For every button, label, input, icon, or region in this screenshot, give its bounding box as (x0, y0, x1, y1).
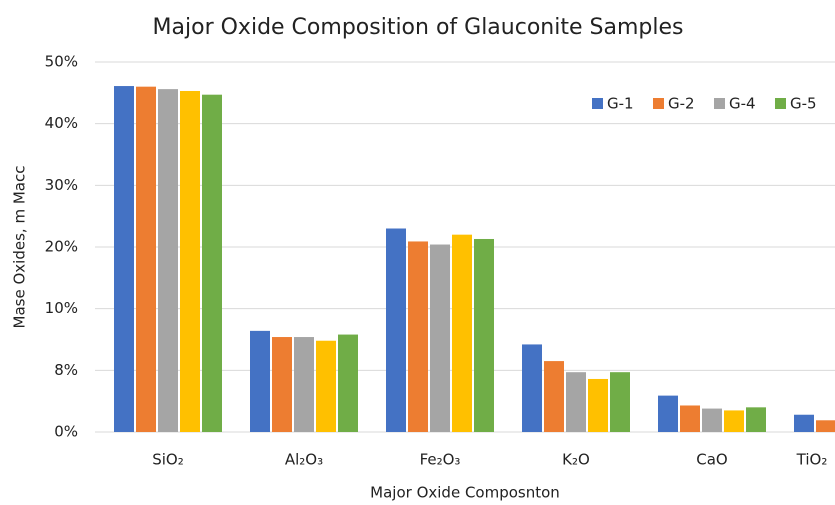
x-tick-label: TiO₂ (796, 451, 828, 469)
bar (180, 90, 200, 432)
legend-label: G-1 (607, 95, 634, 113)
bar (522, 344, 542, 432)
bar (250, 330, 270, 432)
bar (316, 340, 336, 432)
x-tick-label: SiO₂ (152, 451, 184, 469)
y-tick-label: 10% (45, 299, 78, 317)
legend-label: G-2 (668, 95, 695, 113)
x-tick-label: Al₂O₃ (285, 451, 323, 469)
y-tick-label: 40% (45, 114, 78, 132)
x-tick-label: K₂O (562, 451, 590, 469)
y-tick-label: 20% (45, 238, 78, 256)
bar (202, 94, 222, 432)
x-axis-label: Major Oxide Composnton (370, 484, 560, 502)
bar (386, 228, 406, 432)
bar (566, 372, 586, 432)
bar (544, 361, 564, 432)
bar (588, 378, 608, 432)
legend-swatch (714, 98, 725, 109)
bar (610, 372, 630, 432)
bar (136, 86, 156, 433)
bar (816, 420, 835, 432)
legend-swatch (775, 98, 786, 109)
bar (158, 89, 178, 432)
y-tick-label: 30% (45, 176, 78, 194)
y-tick-label: 50% (45, 53, 78, 71)
x-tick-label: CaO (696, 451, 727, 469)
bar (430, 244, 450, 432)
x-tick-label: Fe₂O₃ (420, 451, 461, 469)
bar (702, 408, 722, 432)
y-tick-label: 0% (54, 423, 78, 441)
bar (272, 337, 292, 432)
legend-label: G-5 (790, 95, 817, 113)
legend-swatch (592, 98, 603, 109)
bar (474, 238, 494, 432)
y-axis-label: Mase Oxides, m Macc (11, 166, 29, 329)
bar (408, 241, 428, 432)
bar (724, 410, 744, 432)
bar (452, 234, 472, 432)
bar (746, 407, 766, 432)
chart-title: Major Oxide Composition of Glauconite Sa… (153, 15, 684, 40)
legend-label: G-4 (729, 95, 756, 113)
legend-swatch (653, 98, 664, 109)
y-tick-label: 8% (54, 361, 78, 379)
bar (658, 395, 678, 432)
bar (338, 334, 358, 432)
bar (114, 86, 134, 433)
bar (794, 414, 814, 432)
bar (680, 405, 700, 432)
bar (294, 337, 314, 432)
